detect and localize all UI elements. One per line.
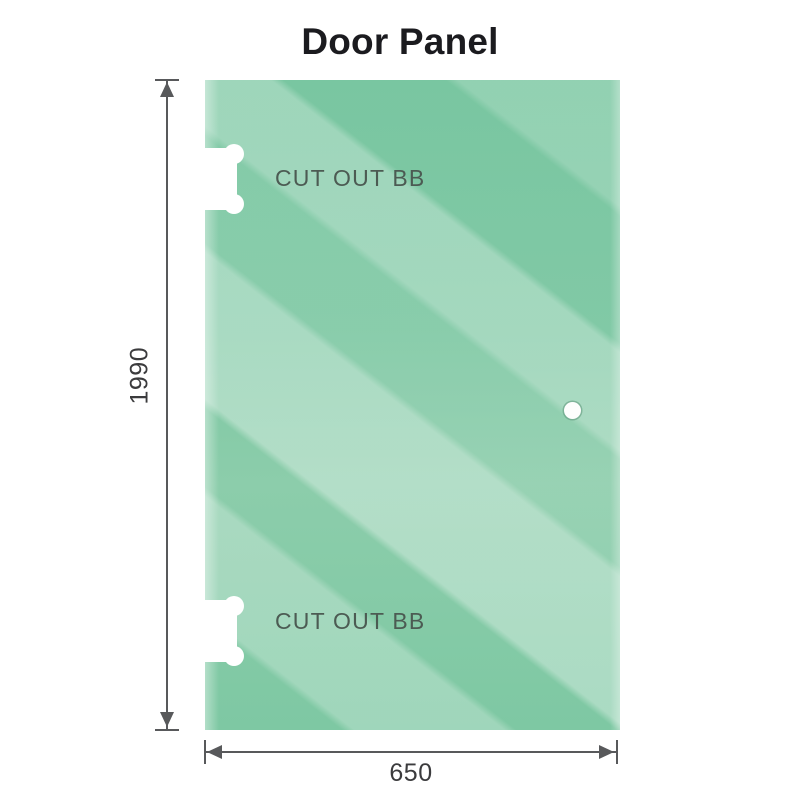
- handle-hole-icon: [564, 402, 581, 419]
- page-title: Door Panel: [301, 21, 499, 62]
- height-dimension-cap-bottom: [155, 729, 179, 731]
- height-dimension-line: [166, 80, 168, 730]
- width-dimension-cap-right: [616, 740, 618, 764]
- door-panel: [205, 80, 620, 730]
- cutout-lobe-top-icon: [224, 596, 244, 616]
- width-dimension-label: 650: [389, 759, 433, 787]
- cutout-lobe-top-icon: [224, 144, 244, 164]
- arrow-left-icon: [207, 745, 222, 759]
- cutout-lobe-bottom-icon: [224, 194, 244, 214]
- cutout-lobe-bottom-icon: [224, 646, 244, 666]
- cutout-lower-label: CUT OUT BB: [275, 608, 426, 634]
- height-dimension-label: 1990: [125, 346, 154, 405]
- cutout-upper: [205, 144, 244, 214]
- glass-surface: [205, 80, 620, 730]
- cutout-upper-label: CUT OUT BB: [275, 165, 426, 191]
- width-dimension-cap-left: [204, 740, 206, 764]
- height-dimension-cap-top: [155, 79, 179, 81]
- arrow-up-icon: [160, 82, 174, 97]
- arrow-right-icon: [599, 745, 614, 759]
- arrow-down-icon: [160, 712, 174, 727]
- width-dimension-line: [205, 751, 617, 753]
- cutout-lower: [205, 596, 244, 666]
